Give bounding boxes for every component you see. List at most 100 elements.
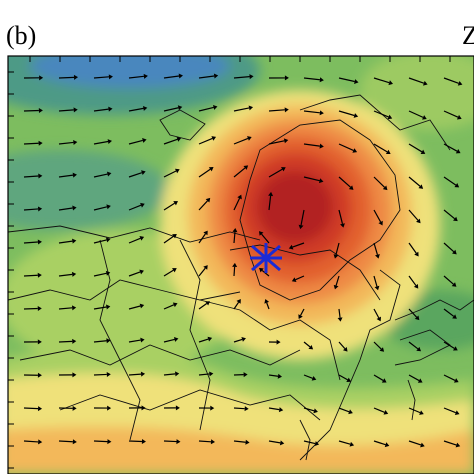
wind-arrow	[303, 110, 324, 116]
wind-arrow	[288, 242, 305, 250]
arrow-head	[108, 106, 113, 112]
arrow-head	[172, 234, 177, 239]
arrow-shaft	[233, 76, 250, 79]
arrow-shaft	[233, 338, 243, 343]
arrow-head	[232, 227, 238, 233]
arrow-shaft	[303, 440, 316, 445]
arrow-head	[381, 378, 387, 383]
arrow-shaft	[58, 109, 74, 112]
arrow-shaft	[303, 143, 320, 147]
arrow-head	[37, 372, 42, 378]
arrow-shaft	[233, 231, 236, 244]
arrow-shaft	[338, 209, 344, 224]
arrow-shaft	[408, 308, 418, 318]
arrow-head	[419, 410, 424, 415]
arrow-head	[385, 149, 391, 155]
arrow-shaft	[93, 272, 107, 277]
arrow-shaft	[198, 200, 208, 211]
wind-arrow	[443, 275, 457, 287]
arrow-shaft	[163, 107, 179, 112]
wind-arrow	[268, 407, 284, 413]
wind-arrow	[268, 191, 274, 211]
arrow-shaft	[198, 233, 206, 244]
arrow-head	[422, 115, 427, 120]
wind-arrow	[58, 139, 78, 145]
arrow-head	[281, 167, 286, 172]
wind-arrow	[443, 110, 462, 120]
arrow-head	[38, 439, 43, 445]
arrow-head	[72, 405, 77, 411]
wind-arrow	[163, 337, 179, 343]
arrow-shaft	[198, 373, 210, 376]
arrow-head	[142, 138, 147, 143]
arrow-shaft	[261, 269, 270, 277]
arrow-shaft	[233, 440, 246, 443]
wind-arrow	[233, 337, 246, 343]
contour-field	[8, 56, 474, 474]
wind-arrow	[373, 308, 381, 322]
arrow-head	[455, 149, 461, 154]
wind-arrow	[338, 110, 359, 118]
wind-arrow	[23, 140, 43, 146]
arrow-head	[283, 138, 289, 144]
arrow-head	[39, 75, 44, 81]
arrow-head	[346, 377, 352, 382]
arrow-shaft	[303, 110, 320, 114]
wind-arrow	[93, 237, 111, 244]
arrow-shaft	[373, 110, 389, 118]
arrow-shaft	[408, 407, 421, 414]
arrow-head	[177, 105, 183, 111]
wind-arrow	[259, 267, 270, 277]
arrow-shaft	[93, 306, 107, 310]
arrow-head	[38, 173, 43, 179]
arrow-head	[173, 201, 178, 206]
arrow-head	[348, 185, 354, 190]
arrow-shaft	[443, 209, 456, 220]
arrow-head	[106, 171, 112, 177]
arrow-shaft	[163, 170, 177, 178]
wind-arrow	[268, 107, 289, 113]
arrow-shaft	[268, 440, 281, 444]
arrow-head	[343, 346, 348, 352]
wind-arrow	[198, 73, 219, 79]
wind-arrow	[58, 338, 77, 344]
wind-arrow	[264, 298, 270, 310]
wind-arrow	[198, 167, 214, 178]
arrow-head	[106, 204, 111, 210]
wind-arrow	[303, 176, 324, 184]
arrow-shaft	[93, 440, 108, 443]
arrow-head	[107, 139, 112, 144]
arrow-head	[172, 268, 177, 273]
arrow-shaft	[268, 407, 280, 411]
arrow-shaft	[373, 440, 386, 446]
wind-arrow	[163, 234, 177, 244]
arrow-head	[236, 299, 241, 304]
wind-arrow	[23, 239, 42, 245]
arrow-shaft	[128, 271, 141, 277]
arrow-shaft	[443, 440, 457, 446]
arrow-shaft	[338, 341, 346, 350]
arrow-head	[258, 231, 264, 236]
arrow-head	[387, 114, 393, 120]
wind-arrow	[338, 407, 353, 415]
arrow-head	[210, 405, 215, 411]
wind-arrow	[58, 439, 77, 445]
arrow-head	[352, 148, 358, 153]
wind-arrow	[373, 110, 393, 120]
wind-arrow	[23, 206, 43, 212]
wind-arrow	[93, 338, 111, 344]
wind-arrow	[128, 236, 145, 244]
arrow-head	[284, 75, 289, 81]
arrow-head	[348, 409, 353, 415]
wind-arrow	[198, 405, 215, 411]
arrow-head	[37, 339, 42, 345]
arrow-shaft	[93, 373, 107, 376]
arrow-head	[308, 344, 314, 350]
arrow-shaft	[163, 75, 180, 79]
arrow-head	[314, 441, 320, 447]
arrow-shaft	[443, 341, 455, 349]
arrow-shaft	[128, 75, 145, 79]
arrow-shaft	[373, 407, 385, 413]
arrow-shaft	[261, 233, 270, 244]
wind-arrow	[408, 176, 424, 189]
